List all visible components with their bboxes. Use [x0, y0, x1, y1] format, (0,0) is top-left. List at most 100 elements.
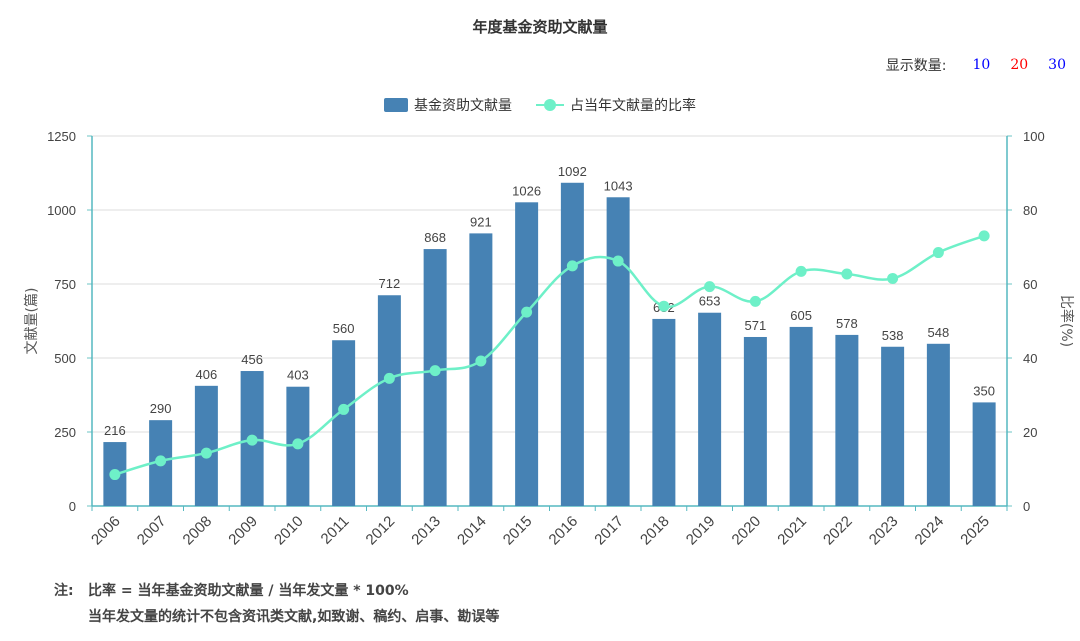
x-tick-label: 2015 [500, 513, 536, 549]
x-tick-label: 2006 [88, 513, 124, 549]
bar-value-label: 538 [882, 328, 904, 343]
y-tick-label-right: 0 [1023, 499, 1030, 514]
bar [469, 233, 493, 506]
notes: 注: 比率 = 当年基金资助文献量 / 当年发文量 * 100% 当年发文量的统计… [54, 578, 499, 630]
bar [652, 318, 676, 506]
bar-value-label: 403 [287, 368, 309, 383]
y-axis-title-left: 文献量(篇) [24, 288, 40, 355]
y-tick-label-left: 0 [69, 499, 76, 514]
bar-value-label: 456 [241, 352, 263, 367]
bar-value-label: 1092 [558, 164, 587, 179]
x-tick-label: 2019 [683, 513, 719, 549]
legend-bar-swatch [384, 98, 408, 112]
bar [881, 346, 905, 506]
legend-item-bar-series[interactable]: 基金资助文献量 [384, 95, 512, 115]
bar [606, 197, 630, 506]
legend-line-label: 占当年文献量的比率 [570, 98, 696, 114]
bar-value-label: 290 [150, 401, 172, 416]
bar [515, 202, 539, 506]
bar [423, 249, 447, 506]
bar-value-label: 921 [470, 214, 492, 229]
ratio-point [383, 372, 395, 384]
bar-value-label: 578 [836, 316, 858, 331]
notes-prefix: 注: [54, 583, 74, 599]
count-option-30[interactable]: 30 [1048, 57, 1066, 73]
legend-item-line-series[interactable]: 占当年文献量的比率 [536, 95, 696, 115]
y-tick-label-right: 40 [1023, 351, 1037, 366]
bar [698, 312, 722, 506]
bar-value-label: 712 [379, 276, 401, 291]
ratio-point [612, 255, 624, 267]
bar [194, 385, 218, 506]
ratio-point [246, 434, 258, 446]
y-tick-label-right: 80 [1023, 203, 1037, 218]
count-option-20[interactable]: 20 [1010, 57, 1029, 73]
x-tick-label: 2012 [363, 513, 399, 549]
y-tick-label-left: 1250 [47, 129, 76, 144]
bar [332, 340, 356, 506]
x-tick-label: 2008 [180, 513, 216, 549]
x-tick-label: 2024 [912, 513, 948, 549]
ratio-point [749, 295, 761, 307]
ratio-point [841, 268, 853, 280]
bar-value-label: 548 [928, 325, 950, 340]
x-tick-label: 2025 [957, 513, 993, 549]
y-tick-label-right: 60 [1023, 277, 1037, 292]
x-tick-label: 2009 [225, 513, 261, 549]
bar [972, 402, 996, 506]
x-tick-label: 2016 [546, 513, 582, 549]
bar-value-label: 216 [104, 423, 126, 438]
ratio-point [704, 281, 716, 293]
x-tick-label: 2021 [774, 513, 810, 549]
x-tick-label: 2007 [134, 513, 170, 549]
y-tick-label-right: 20 [1023, 425, 1037, 440]
bar-value-label: 406 [196, 367, 218, 382]
ratio-point [292, 438, 304, 450]
ratio-point [521, 306, 533, 318]
x-tick-label: 2014 [454, 513, 490, 549]
bar [743, 336, 767, 506]
ratio-point [429, 365, 441, 377]
ratio-point [109, 469, 121, 481]
bar [377, 295, 401, 506]
ratio-point [887, 272, 899, 284]
bar [835, 334, 859, 506]
ratio-point [566, 260, 578, 272]
x-tick-label: 2020 [729, 513, 765, 549]
chart-title: 年度基金资助文献量 [472, 18, 608, 36]
bar-value-label: 653 [699, 294, 721, 309]
x-tick-label: 2013 [408, 513, 444, 549]
ratio-point [978, 230, 990, 242]
ratio-point [338, 403, 350, 415]
bar [560, 182, 584, 506]
bar-value-label: 605 [790, 308, 812, 323]
count-selector-label: 显示数量: [885, 58, 947, 74]
bar [926, 343, 950, 506]
ratio-line [114, 234, 985, 476]
count-option-10[interactable]: 10 [972, 57, 991, 73]
y-tick-label-right: 100 [1023, 129, 1045, 144]
chart-legend: 基金资助文献量 占当年文献量的比率 [0, 95, 1080, 115]
bar-value-label: 868 [424, 230, 446, 245]
x-tick-label: 2017 [591, 513, 627, 549]
x-tick-label: 2023 [866, 513, 902, 549]
legend-bar-label: 基金资助文献量 [414, 98, 512, 114]
x-tick-label: 2011 [318, 513, 353, 548]
legend-line-swatch [536, 98, 564, 112]
ratio-point [475, 355, 487, 367]
bar-value-label: 1026 [512, 183, 541, 198]
bar-value-label: 560 [333, 321, 355, 336]
ratio-point [658, 300, 670, 312]
bar-value-label: 571 [745, 318, 767, 333]
ratio-point [155, 455, 167, 467]
ratio-point [932, 247, 944, 259]
y-tick-label-left: 500 [54, 351, 76, 366]
count-selector: 显示数量: 10 20 30 [886, 55, 1066, 75]
ratio-point [795, 265, 807, 277]
bar-value-label: 350 [973, 383, 995, 398]
y-tick-label-left: 750 [54, 277, 76, 292]
bar [789, 326, 813, 506]
ratio-point [200, 447, 212, 459]
y-axis-title-right: 比率(%) [1058, 295, 1075, 347]
